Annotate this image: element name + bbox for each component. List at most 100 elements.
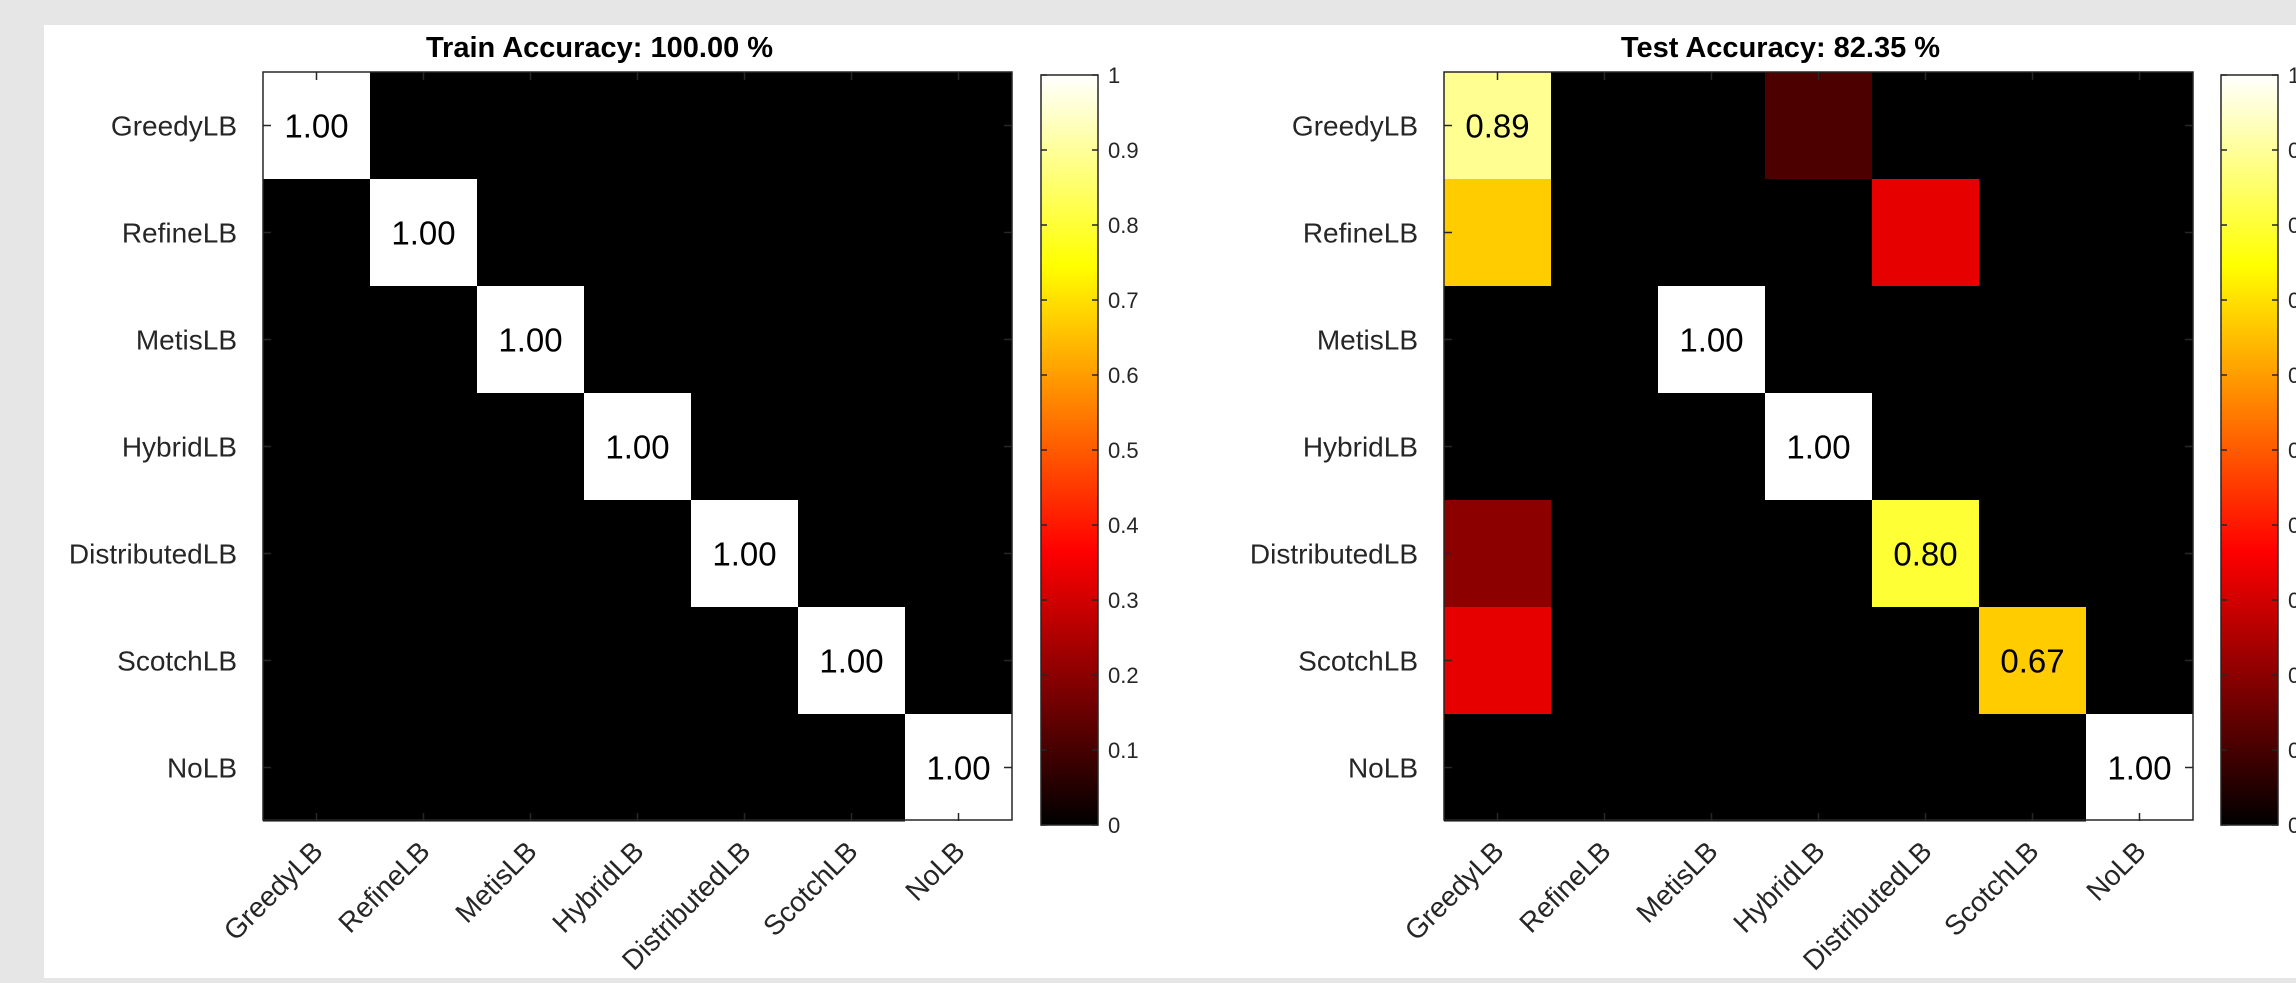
heatmap-cell	[1872, 500, 1980, 608]
colorbar-tick-label: 0.7	[1108, 288, 1139, 313]
colorbar-gradient	[1041, 75, 1098, 825]
heatmap-cell	[1979, 500, 2087, 608]
heatmap-cell	[1765, 393, 1873, 501]
cell-value-label: 0.67	[2000, 643, 2064, 680]
heatmap-cell	[1658, 286, 1766, 394]
heatmap-cell	[477, 500, 585, 608]
heatmap-cell	[1872, 72, 1980, 180]
heatmap-cell	[1872, 393, 1980, 501]
cell-value-label: 1.00	[926, 750, 990, 787]
heatmap-cell	[1444, 607, 1552, 715]
y-tick-label: DistributedLB	[69, 539, 237, 570]
y-tick-label: RefineLB	[1303, 218, 1418, 249]
y-tick-label: HybridLB	[122, 432, 237, 463]
y-tick-labels: GreedyLB RefineLB MetisLB HybridLB Distribut…	[1250, 111, 1418, 784]
heatmap-cell	[1979, 393, 2087, 501]
cell-value-label: 1.00	[498, 322, 562, 359]
chart-title: Test Accuracy: 82.35 %	[1621, 32, 1940, 64]
heatmap-cell	[1765, 607, 1873, 715]
heatmap-cell	[263, 500, 371, 608]
cell-value-label: 1.00	[391, 215, 455, 252]
heatmap-cells	[263, 72, 1013, 822]
heatmap-cell	[263, 286, 371, 394]
heatmap-cell	[798, 500, 906, 608]
heatmap-cell	[477, 607, 585, 715]
heatmap-cell	[1444, 286, 1552, 394]
heatmap-cell	[798, 393, 906, 501]
heatmap-cell	[263, 393, 371, 501]
heatmap-cell	[263, 72, 371, 180]
cell-value-labels: 0.89 1.00 1.00 0.80 0.67 1.00	[1465, 108, 2171, 787]
heatmap-cell	[477, 72, 585, 180]
heatmap-cell	[1551, 607, 1659, 715]
y-tick-label: MetisLB	[1317, 325, 1418, 356]
heatmap-cell	[370, 393, 478, 501]
colorbar: 0 0.1 0.2 0.3 0.4 0.5 0.6 0.7 0.8 0.9 1	[1040, 63, 1139, 838]
colorbar-tick-label: 0	[2288, 813, 2296, 838]
heatmap-cells	[1444, 72, 2194, 822]
heatmap-cell	[370, 72, 478, 180]
colorbar-tick-label: 0.5	[1108, 438, 1139, 463]
y-tick-label: NoLB	[1348, 753, 1418, 784]
heatmap-cell	[905, 286, 1013, 394]
colorbar-tick-label: 1	[1108, 63, 1120, 88]
colorbar-tick-label: 0.9	[1108, 138, 1139, 163]
heatmap-cell	[263, 714, 371, 822]
heatmap-cell	[584, 179, 692, 287]
colorbar-tick-label: 0.6	[2288, 363, 2296, 388]
colorbar-tick-label: 0	[1108, 813, 1120, 838]
heatmap-cell	[2086, 179, 2194, 287]
heatmap-cell	[691, 393, 799, 501]
train-panel: Train Accuracy: 100.00 % 1.001.001.001.0…	[69, 32, 1139, 976]
heatmap-cell	[1658, 607, 1766, 715]
colorbar-gradient	[2221, 75, 2278, 825]
colorbar-tick-label: 0.2	[2288, 663, 2296, 688]
heatmap-cell	[2086, 286, 2194, 394]
chart-title: Train Accuracy: 100.00 %	[426, 32, 773, 64]
heatmap-cell	[1551, 286, 1659, 394]
test-panel: Test Accuracy: 82.35 % 0.891.001.000.800…	[1250, 32, 2296, 976]
heatmap-cell	[1979, 714, 2087, 822]
heatmap-cell	[477, 714, 585, 822]
heatmap-cell	[584, 714, 692, 822]
heatmap-cell	[798, 714, 906, 822]
heatmap-cell	[2086, 72, 2194, 180]
cell-value-labels: 1.00 1.00 1.00 1.00 1.00 1.00 1.00	[284, 108, 990, 787]
colorbar-tick-label: 0.6	[1108, 363, 1139, 388]
heatmap-cell	[691, 179, 799, 287]
cell-value-label: 1.00	[284, 108, 348, 145]
heatmap-cell	[691, 607, 799, 715]
heatmap-cell	[1979, 72, 2087, 180]
heatmap-cell	[905, 393, 1013, 501]
colorbar-tick-label: 0.9	[2288, 138, 2296, 163]
cell-value-label: 1.00	[819, 643, 883, 680]
heatmap-cell	[691, 72, 799, 180]
colorbar-tick-label: 0.1	[2288, 738, 2296, 763]
heatmap-cell	[1765, 286, 1873, 394]
heatmap-cell	[1979, 607, 2087, 715]
cell-value-label: 1.00	[712, 536, 776, 573]
colorbar-tick-label: 0.3	[2288, 588, 2296, 613]
heatmap-cell	[1765, 714, 1873, 822]
heatmap-cell	[1551, 72, 1659, 180]
heatmap-cell	[1658, 393, 1766, 501]
axis-tick-marks	[1444, 72, 2193, 821]
heatmap-cell	[1551, 393, 1659, 501]
y-tick-labels: GreedyLB RefineLB MetisLB HybridLB Distribut…	[69, 111, 237, 784]
colorbar-tick-label: 0.2	[1108, 663, 1139, 688]
heatmap-cell	[263, 179, 371, 287]
heatmap-cell	[905, 500, 1013, 608]
heatmap-cell	[370, 607, 478, 715]
heatmap-cell	[584, 500, 692, 608]
colorbar-ticks: 0 0.1 0.2 0.3 0.4 0.5 0.6 0.7 0.8 0.9 1	[1041, 63, 1139, 838]
y-tick-label: ScotchLB	[1298, 646, 1418, 677]
heatmap-cell	[905, 714, 1013, 822]
cell-value-label: 1.00	[605, 429, 669, 466]
colorbar-tick-label: 0.3	[1108, 588, 1139, 613]
heatmap-cell	[1872, 179, 1980, 287]
heatmap-cell	[798, 286, 906, 394]
y-tick-label: DistributedLB	[1250, 539, 1418, 570]
colorbar-tick-label: 0.7	[2288, 288, 2296, 313]
heatmap-cell	[263, 607, 371, 715]
